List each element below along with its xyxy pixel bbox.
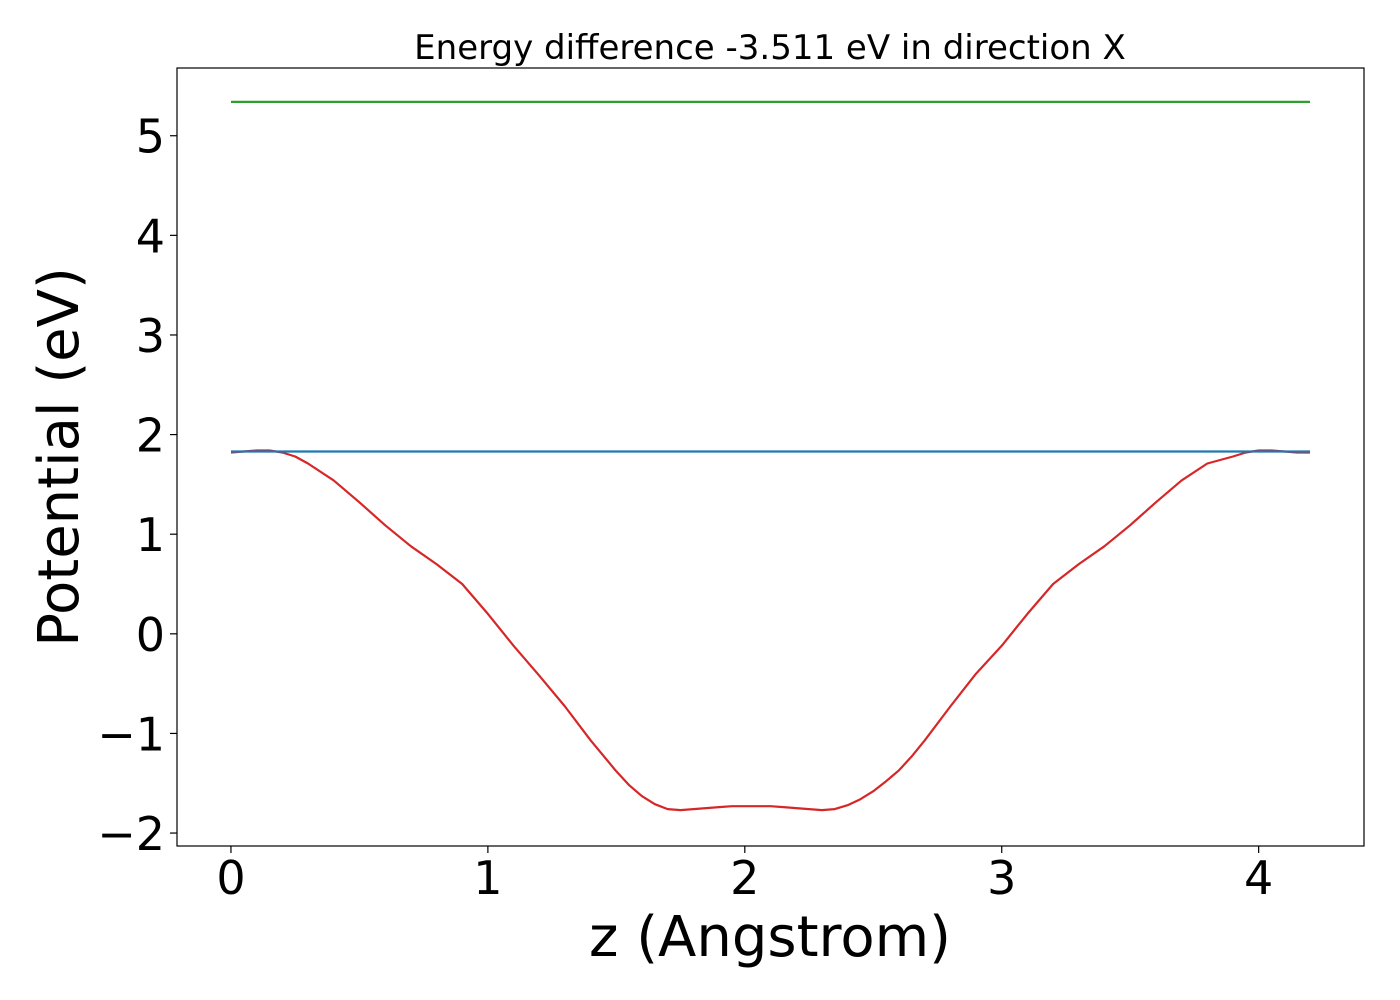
y-tick-label: 0 bbox=[136, 608, 165, 662]
x-tick-label: 3 bbox=[987, 851, 1016, 905]
series-layer bbox=[230, 100, 1310, 812]
y-axis-label: Potential (eV) bbox=[27, 267, 92, 647]
y-tick-label: −2 bbox=[97, 807, 165, 861]
chart-title: Energy difference -3.511 eV in direction… bbox=[414, 28, 1126, 68]
y-tick-label: 2 bbox=[136, 409, 165, 463]
y-tick-label: −1 bbox=[97, 707, 165, 761]
x-axis: 0 1 2 3 4 bbox=[216, 846, 1273, 905]
y-axis: −2 −1 0 1 2 3 4 5 bbox=[97, 110, 177, 861]
x-tick-label: 4 bbox=[1244, 851, 1273, 905]
y-tick-label: 1 bbox=[136, 508, 165, 562]
y-tick-label: 4 bbox=[136, 209, 165, 263]
x-tick-label: 1 bbox=[473, 851, 502, 905]
x-tick-label: 0 bbox=[216, 851, 245, 905]
y-tick-label: 5 bbox=[136, 110, 165, 164]
series-line-0 bbox=[230, 449, 1310, 812]
x-tick-label: 2 bbox=[730, 851, 759, 905]
y-tick-label: 3 bbox=[136, 309, 165, 363]
plot-area-frame bbox=[176, 67, 1365, 847]
x-axis-label: z (Angstrom) bbox=[589, 905, 951, 970]
